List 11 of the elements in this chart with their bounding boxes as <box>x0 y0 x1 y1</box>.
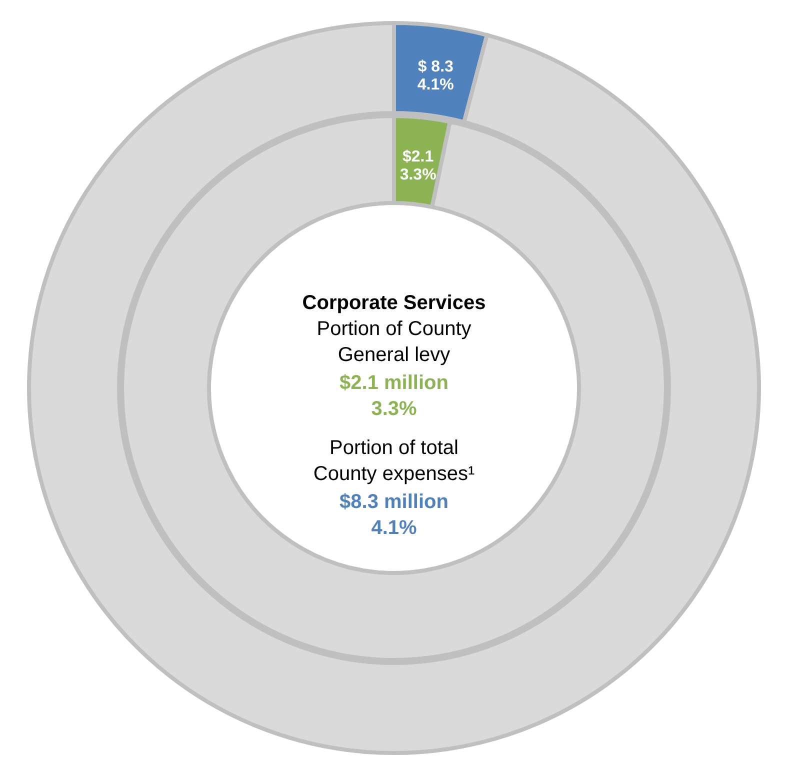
data-label: $2.1 3.3% <box>400 148 436 184</box>
text: 3.3% <box>371 398 418 420</box>
text: $2.1 million <box>340 372 448 394</box>
text: General levy <box>338 344 450 366</box>
text: Portion of total <box>330 437 458 459</box>
text: County expenses¹ <box>313 463 475 485</box>
text: Corporate Services <box>302 292 486 314</box>
text: 4.1% <box>371 517 418 539</box>
data-label: $ 8.3 4.1% <box>417 58 454 94</box>
text: Portion of County <box>316 318 472 340</box>
text: $8.3 million <box>340 491 448 513</box>
